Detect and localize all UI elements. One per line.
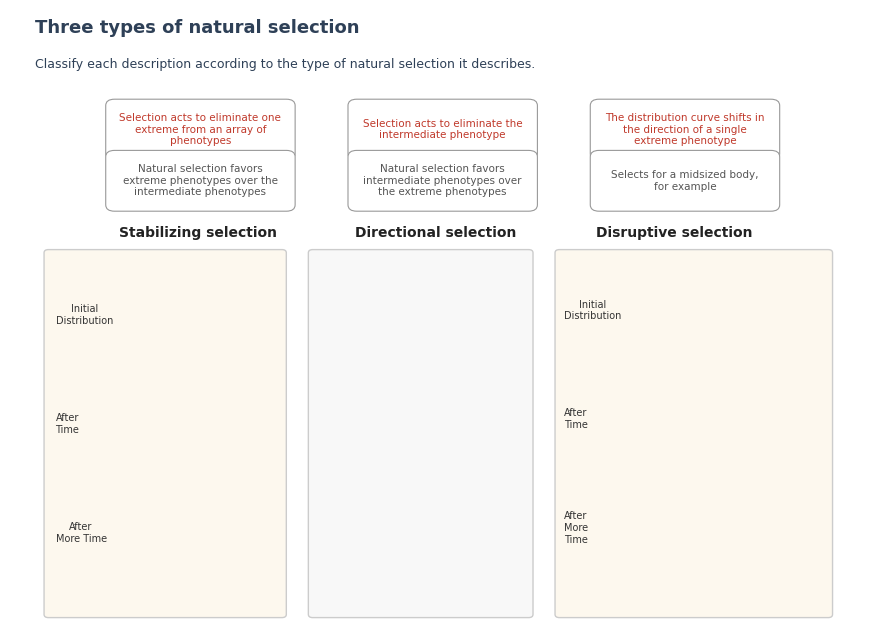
Text: Clutch Size →: Clutch Size →: [157, 484, 218, 493]
Text: Clutch Size →: Clutch Size →: [157, 376, 218, 385]
Text: Banding Pattern: Banding Pattern: [673, 476, 741, 484]
Text: Classify each description according to the type of natural selection it describe: Classify each description according to t…: [35, 58, 536, 70]
Text: The distribution curve shifts in
the direction of a single
extreme phenotype: The distribution curve shifts in the dir…: [605, 113, 765, 146]
Text: Three types of natural selection: Three types of natural selection: [35, 19, 359, 37]
Text: Stabilizing selection: Stabilizing selection: [119, 226, 278, 240]
Text: Body Size →: Body Size →: [409, 476, 459, 484]
Text: After Time: After Time: [405, 361, 463, 371]
Text: After
Time: After Time: [56, 413, 79, 435]
Text: Survival of Young: Survival of Young: [74, 497, 83, 569]
Text: After More Time: After More Time: [389, 470, 478, 480]
Text: Selection acts to eliminate one
extreme from an array of
phenotypes: Selection acts to eliminate one extreme …: [120, 113, 281, 146]
Text: Number of
Individuals: Number of Individuals: [318, 289, 337, 332]
Text: Survival of Young: Survival of Young: [74, 279, 83, 351]
Text: After
More
Time: After More Time: [564, 511, 588, 545]
Text: Initial
Distribution: Initial Distribution: [564, 300, 621, 321]
Text: Number of
Individuals: Number of Individuals: [580, 398, 599, 440]
Text: Body Size →: Body Size →: [409, 367, 459, 376]
Text: After
Time: After Time: [564, 408, 588, 430]
Text: Number of
Individuals: Number of Individuals: [318, 398, 337, 440]
Text: Banding Pattern: Banding Pattern: [673, 367, 741, 376]
Text: Selection acts to eliminate the
intermediate phenotype: Selection acts to eliminate the intermed…: [363, 119, 522, 140]
Text: Selects for a midsized body,
for example: Selects for a midsized body, for example: [611, 170, 759, 191]
Text: Body Size →: Body Size →: [409, 584, 459, 593]
Text: Natural selection favors
intermediate phenotypes over
the extreme phenotypes: Natural selection favors intermediate ph…: [364, 164, 522, 197]
Text: Natural selection favors
extreme phenotypes over the
intermediate phenotypes: Natural selection favors extreme phenoty…: [123, 164, 278, 197]
Text: Directional selection: Directional selection: [355, 226, 517, 240]
Text: Initial
Distribution: Initial Distribution: [56, 305, 113, 326]
Text: Survival of Young: Survival of Young: [74, 388, 83, 460]
Text: Number of
Individuals: Number of Individuals: [580, 507, 599, 549]
Text: Disruptive selection: Disruptive selection: [596, 226, 752, 240]
Text: Number of
Individuals: Number of Individuals: [580, 289, 599, 332]
Text: Number of
Individuals: Number of Individuals: [318, 507, 337, 549]
Text: Banding Pattern: Banding Pattern: [673, 584, 741, 593]
Text: After
More Time: After More Time: [56, 522, 107, 543]
Text: Clutch Size →: Clutch Size →: [157, 600, 218, 609]
Text: Initial Distribution: Initial Distribution: [383, 252, 485, 262]
